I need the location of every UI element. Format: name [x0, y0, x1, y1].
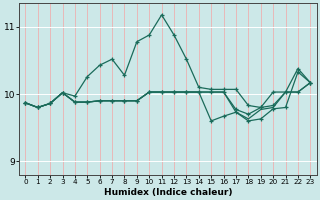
X-axis label: Humidex (Indice chaleur): Humidex (Indice chaleur) [104, 188, 232, 197]
